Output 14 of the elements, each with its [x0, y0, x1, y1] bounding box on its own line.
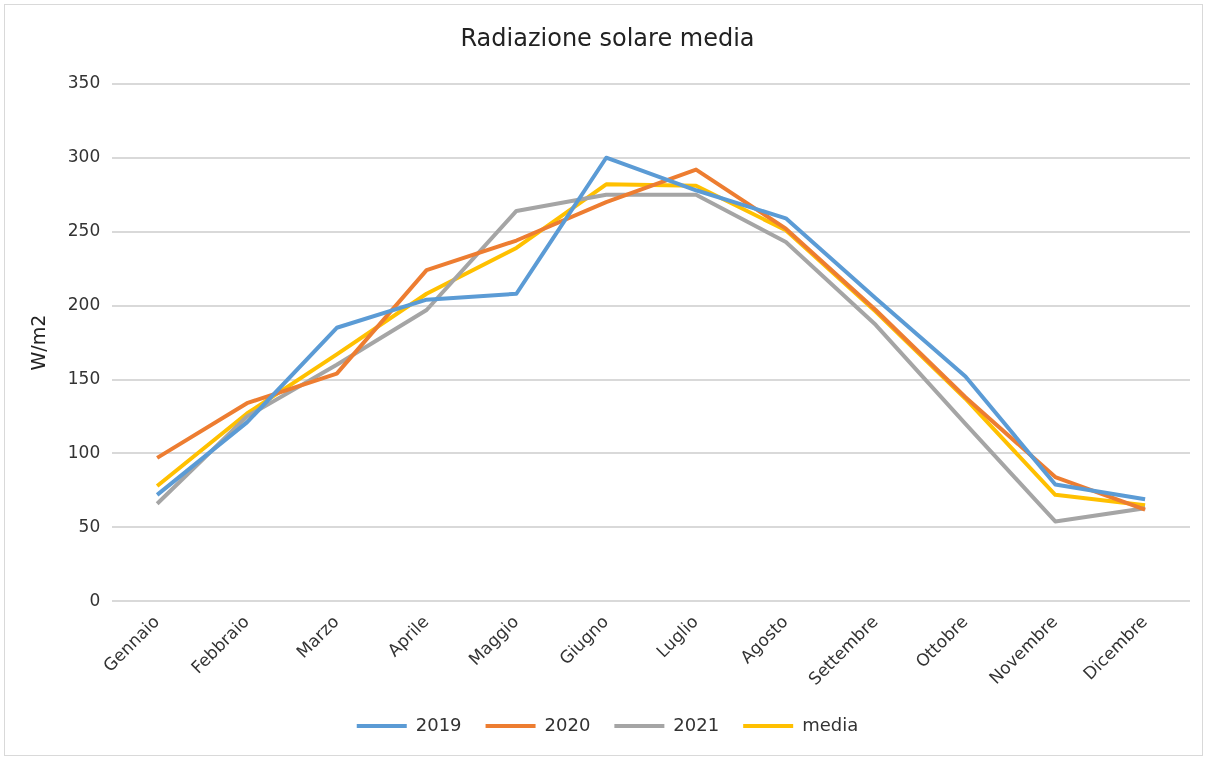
legend-label: 2019 [415, 713, 462, 735]
chart-title: Radiazione solare media [460, 23, 755, 52]
legend-label: media [802, 713, 859, 735]
legend-label: 2020 [544, 713, 591, 735]
y-axis-title: W/m2 [27, 314, 50, 371]
y-tick-label: 150 [67, 367, 101, 388]
y-tick-label: 350 [67, 72, 101, 93]
legend-label: 2021 [673, 713, 720, 735]
y-tick-label: 50 [78, 515, 101, 536]
y-tick-label: 100 [67, 441, 101, 462]
y-tick-label: 300 [67, 146, 101, 167]
y-tick-label: 200 [67, 294, 101, 315]
y-tick-label: 250 [67, 220, 101, 241]
y-tick-label: 0 [89, 589, 101, 610]
